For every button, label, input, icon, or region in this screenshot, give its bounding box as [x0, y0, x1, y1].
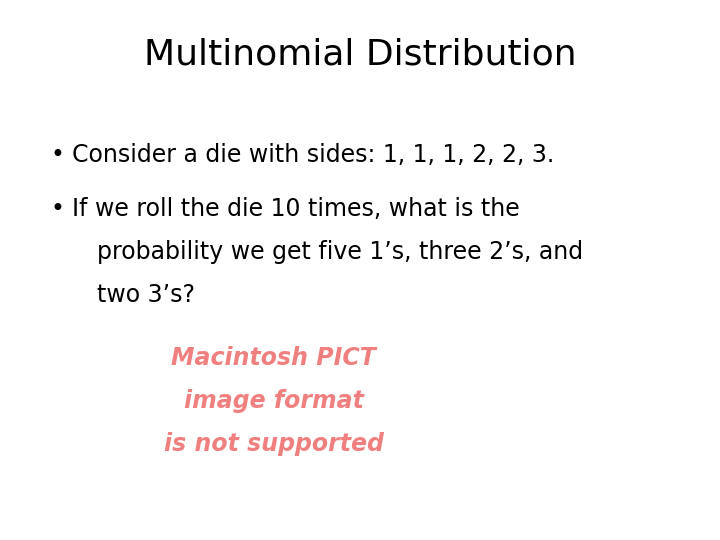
Text: Macintosh PICT: Macintosh PICT: [171, 346, 376, 369]
Text: Consider a die with sides: 1, 1, 1, 2, 2, 3.: Consider a die with sides: 1, 1, 1, 2, 2…: [72, 143, 554, 167]
Text: Multinomial Distribution: Multinomial Distribution: [144, 38, 576, 72]
Text: probability we get five 1’s, three 2’s, and: probability we get five 1’s, three 2’s, …: [97, 240, 583, 264]
Text: •: •: [50, 197, 64, 221]
Text: is not supported: is not supported: [163, 432, 384, 456]
Text: image format: image format: [184, 389, 364, 413]
Text: •: •: [50, 143, 64, 167]
Text: two 3’s?: two 3’s?: [97, 284, 195, 307]
Text: If we roll the die 10 times, what is the: If we roll the die 10 times, what is the: [72, 197, 520, 221]
